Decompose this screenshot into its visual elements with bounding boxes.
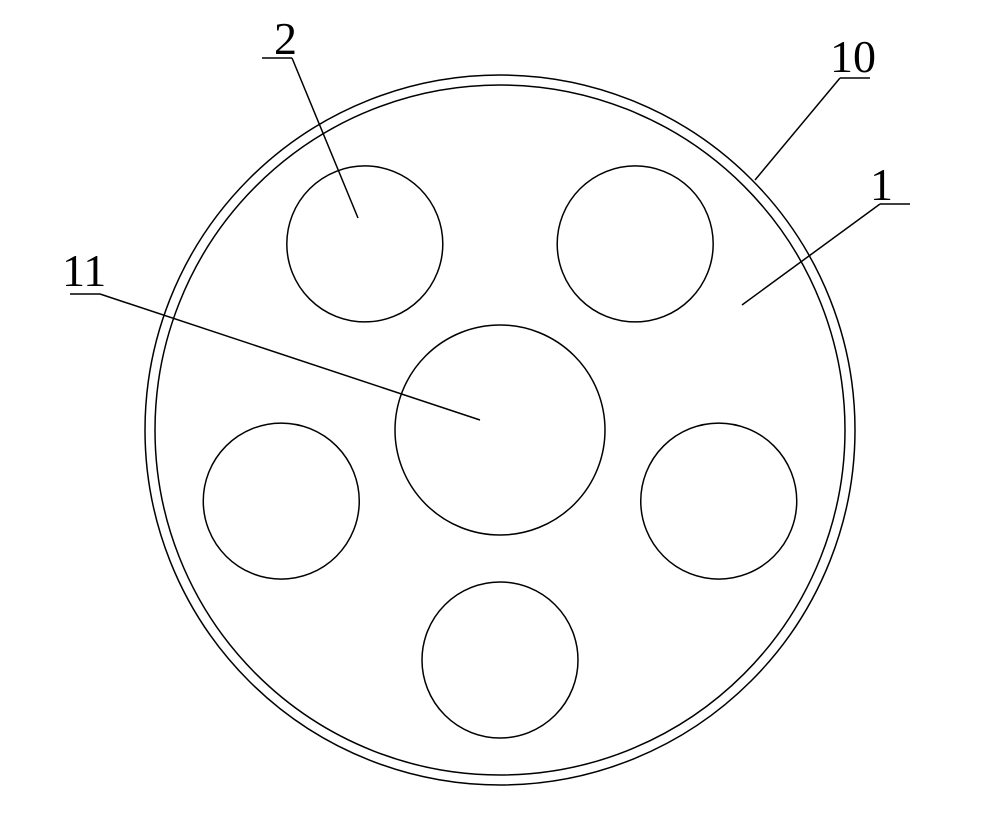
label-1: 1	[870, 158, 893, 211]
label-10-leader	[755, 78, 840, 180]
bolt-hole-0	[287, 166, 443, 322]
bolt-hole-3	[422, 582, 578, 738]
label-10: 10	[830, 30, 876, 83]
label-2: 2	[274, 12, 297, 65]
diagram-svg	[0, 0, 1000, 826]
flange-diagram	[0, 0, 1000, 826]
label-11: 11	[62, 244, 106, 297]
label-1-leader	[742, 204, 880, 305]
inner-rim-circle	[155, 85, 845, 775]
center-hole	[395, 325, 605, 535]
bolt-hole-4	[203, 423, 359, 579]
label-2-leader	[292, 58, 358, 218]
outer-rim-circle	[145, 75, 855, 785]
bolt-hole-2	[641, 423, 797, 579]
bolt-hole-1	[557, 166, 713, 322]
label-11-leader	[100, 294, 480, 420]
